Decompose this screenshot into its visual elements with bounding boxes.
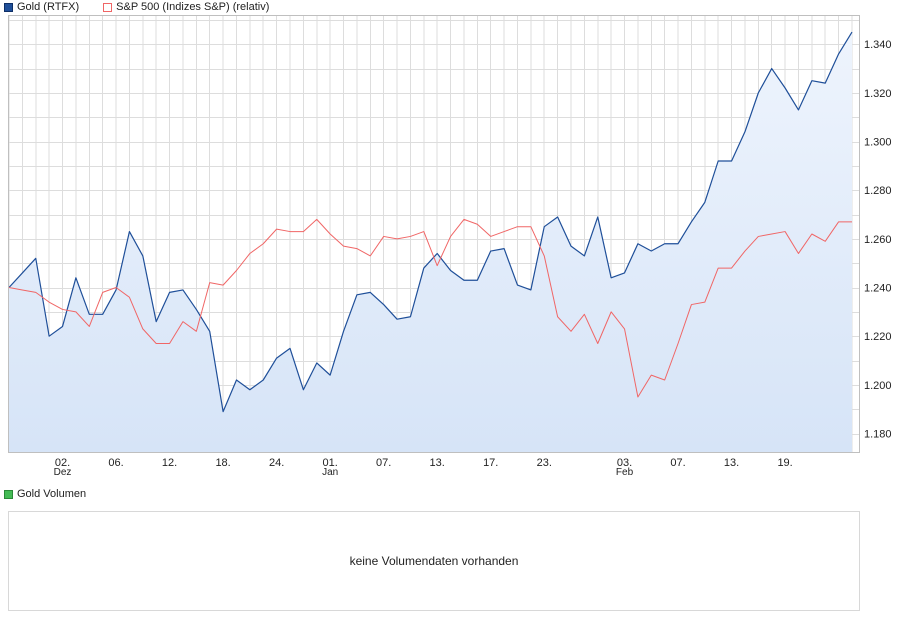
legend-item-volume[interactable]: Gold Volumen (4, 488, 86, 500)
x-tick-label: 18. (215, 457, 230, 469)
legend-item-gold[interactable]: Gold (RTFX) (4, 1, 79, 13)
x-tick-label: 02. (55, 457, 70, 469)
x-tick-label: 01. (322, 457, 337, 469)
y-tick-label: 1.340 (864, 39, 892, 51)
sp500-series-line (8, 218, 852, 398)
volume-empty-message: keine Volumendaten vorhanden (349, 554, 519, 568)
x-tick-label: 13. (724, 457, 739, 469)
legend-item-sp500[interactable]: S&P 500 (Indizes S&P) (relativ) (103, 1, 269, 13)
gold-swatch-icon (4, 2, 13, 12)
gold-area (9, 32, 852, 453)
y-tick-label: 1.320 (864, 88, 892, 100)
y-axis: 1.180 1.200 1.220 1.240 1.260 1.280 1.300 1.320… (864, 39, 892, 440)
x-tick-label: 23. (537, 457, 552, 469)
volume-legend: Gold Volumen (4, 487, 110, 501)
y-tick-label: 1.220 (864, 331, 892, 343)
plot-border (8, 15, 860, 453)
y-tick-label: 1.260 (864, 234, 892, 246)
x-tick-label: 06. (108, 457, 123, 469)
y-tick-label: 1.180 (864, 429, 892, 441)
x-axis: 02. 06. 12. 18. 24. 01. 07. 13. 17. 23. 03. 07. 13. 1… (54, 457, 793, 478)
y-tick-label: 1.200 (864, 380, 892, 392)
x-month-label: Feb (616, 467, 634, 478)
x-tick-label: 03. (617, 457, 632, 469)
sp500-swatch-icon (103, 2, 113, 12)
y-tick-label: 1.240 (864, 283, 892, 295)
legend-label-sp500: S&P 500 (Indizes S&P) (relativ) (116, 1, 270, 13)
volume-panel: keine Volumendaten vorhanden (8, 511, 860, 611)
x-tick-label: 17. (483, 457, 498, 469)
y-tick-label: 1.300 (864, 137, 892, 149)
x-tick-label: 07. (670, 457, 685, 469)
gold-series-line (8, 31, 853, 413)
legend-label-gold: Gold (RTFX) (17, 1, 80, 13)
chart-legend: Gold (RTFX) S&P 500 (Indizes S&P) (relat… (4, 0, 293, 14)
price-chart: 1.180 1.200 1.220 1.240 1.260 1.280 1.300 1.320… (8, 15, 892, 478)
y-tick-label: 1.280 (864, 185, 892, 197)
x-tick-label: 12. (162, 457, 177, 469)
volume-swatch-icon (4, 489, 13, 499)
x-tick-label: 13. (430, 457, 445, 469)
x-tick-label: 24. (269, 457, 284, 469)
legend-label-volume: Gold Volumen (17, 488, 87, 500)
x-month-label: Dez (54, 467, 72, 478)
x-tick-label: 07. (376, 457, 391, 469)
x-month-label: Jan (322, 467, 338, 478)
x-tick-label: 19. (777, 457, 792, 469)
